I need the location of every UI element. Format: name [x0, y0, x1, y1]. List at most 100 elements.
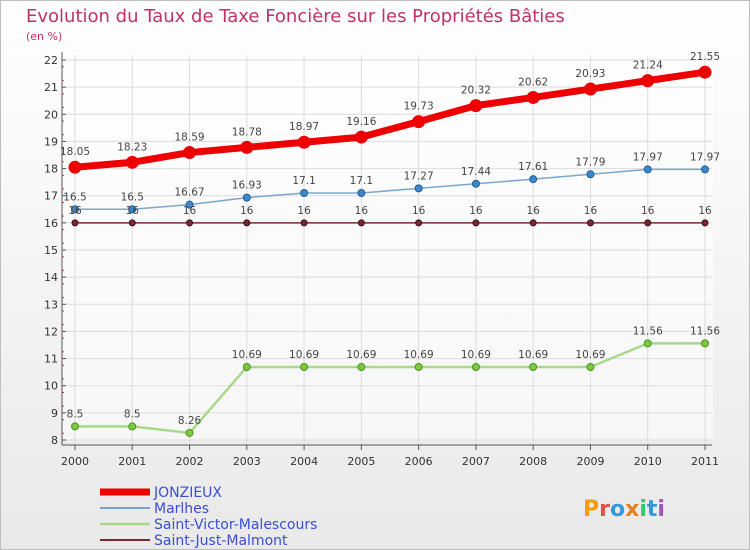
- series-line-jonzieux: [71, 68, 709, 171]
- data-label-marlhes: 17.27: [404, 170, 434, 182]
- data-label-jonzieux: 18.97: [289, 121, 319, 133]
- data-point-marlhes: [414, 184, 423, 193]
- y-tick-label: 9: [51, 407, 58, 420]
- y-tick-label: 15: [44, 244, 58, 257]
- data-point-marlhes: [300, 189, 309, 197]
- data-point-saint-victor-malescours: [529, 362, 538, 371]
- data-point-jonzieux: [469, 99, 483, 113]
- data-point-marlhes: [643, 165, 652, 174]
- data-label-saint-victor-malescours: 10.69: [289, 349, 319, 361]
- data-point-saint-just-malmont: [71, 219, 79, 227]
- legend-label-marlhes: Marlhes: [154, 501, 209, 517]
- data-label-marlhes: 16.5: [63, 191, 86, 203]
- data-point-saint-just-malmont: [415, 219, 423, 227]
- data-label-saint-victor-malescours: 8.26: [178, 415, 202, 427]
- data-point-saint-just-malmont: [644, 219, 652, 227]
- proxiti-logo: Proxiti: [583, 497, 665, 522]
- data-point-saint-victor-malescours: [185, 428, 194, 437]
- data-label-jonzieux: 18.78: [232, 126, 262, 138]
- y-tick-label: 13: [44, 298, 58, 311]
- data-label-jonzieux: 21.24: [633, 60, 663, 72]
- data-point-saint-victor-malescours: [586, 362, 595, 371]
- legend-label-saint-victor-malescours: Saint-Victor-Malescours: [154, 517, 317, 533]
- x-tick-label: 2004: [290, 455, 318, 468]
- logo-letter: i: [639, 497, 647, 522]
- data-label-saint-just-malmont: 16: [297, 205, 311, 217]
- data-point-jonzieux: [68, 160, 82, 174]
- data-label-saint-victor-malescours: 10.69: [575, 349, 605, 361]
- data-point-marlhes: [242, 193, 251, 202]
- data-point-jonzieux: [354, 130, 368, 144]
- data-label-saint-victor-malescours: 10.69: [518, 349, 548, 361]
- data-label-saint-victor-malescours: 11.56: [633, 325, 663, 337]
- data-label-jonzieux: 20.32: [461, 85, 491, 97]
- data-point-saint-victor-malescours: [71, 422, 79, 431]
- y-tick-label: 10: [44, 380, 58, 393]
- y-tick-label: 18: [44, 163, 58, 176]
- data-point-saint-just-malmont: [243, 219, 251, 227]
- data-label-marlhes: 16.67: [175, 187, 205, 199]
- y-tick-label: 16: [44, 217, 58, 230]
- data-point-saint-victor-malescours: [357, 362, 366, 371]
- data-label-jonzieux: 19.73: [404, 101, 434, 113]
- data-label-marlhes: 17.61: [518, 161, 548, 173]
- data-point-saint-just-malmont: [128, 219, 136, 227]
- logo-letter: o: [610, 497, 625, 522]
- data-point-saint-victor-malescours: [300, 362, 309, 371]
- data-label-jonzieux: 21.55: [690, 51, 720, 63]
- data-point-saint-just-malmont: [186, 219, 194, 227]
- data-point-jonzieux: [297, 135, 311, 149]
- data-point-saint-victor-malescours: [414, 362, 423, 371]
- data-label-marlhes: 17.44: [461, 166, 491, 178]
- data-point-jonzieux: [641, 74, 655, 88]
- x-tick-label: 2002: [176, 455, 204, 468]
- data-point-jonzieux: [125, 155, 139, 169]
- data-point-jonzieux: [240, 140, 254, 154]
- data-label-jonzieux: 19.16: [346, 116, 376, 128]
- x-tick-label: 2011: [691, 455, 719, 468]
- y-tick-label: 12: [44, 325, 58, 338]
- legend-label-jonzieux: JONZIEUX: [153, 485, 222, 501]
- x-tick-label: 2010: [634, 455, 662, 468]
- x-tick-label: 2009: [576, 455, 604, 468]
- grid-layer: [62, 55, 713, 445]
- x-tick-label: 2006: [405, 455, 433, 468]
- y-tick-label: 20: [44, 108, 58, 121]
- data-point-marlhes: [529, 175, 538, 184]
- data-label-marlhes: 17.97: [633, 151, 663, 163]
- x-tick-label: 2000: [61, 455, 89, 468]
- data-point-saint-victor-malescours: [643, 339, 652, 348]
- data-label-jonzieux: 20.62: [518, 76, 548, 88]
- logo-letter: P: [583, 497, 599, 522]
- data-point-marlhes: [357, 189, 366, 197]
- data-point-saint-just-malmont: [529, 219, 537, 227]
- data-point-marlhes: [586, 170, 595, 179]
- data-point-jonzieux: [583, 82, 597, 96]
- y-tick-label: 21: [44, 81, 58, 94]
- data-point-saint-victor-malescours: [471, 362, 480, 371]
- data-label-saint-victor-malescours: 8.5: [124, 408, 141, 420]
- data-point-marlhes: [701, 165, 709, 174]
- data-point-saint-just-malmont: [472, 219, 480, 227]
- data-label-saint-just-malmont: 16: [412, 205, 426, 217]
- data-point-saint-just-malmont: [586, 219, 594, 227]
- data-label-saint-victor-malescours: 10.69: [232, 349, 262, 361]
- data-labels-layer: 18.05 18.23 18.59 18.78 18.97 19.16 19.73 20.32…: [60, 51, 720, 427]
- y-tick-label: 8: [51, 434, 58, 447]
- data-point-marlhes: [71, 205, 79, 214]
- y-tick-label: 17: [44, 190, 58, 203]
- data-label-saint-victor-malescours: 10.69: [404, 349, 434, 361]
- logo-text: Proxiti: [583, 497, 665, 522]
- x-tick-label: 2003: [233, 455, 261, 468]
- data-label-saint-just-malmont: 16: [355, 205, 369, 217]
- y-tick-label: 19: [44, 135, 58, 148]
- data-point-jonzieux: [526, 90, 540, 104]
- data-point-saint-victor-malescours: [701, 339, 709, 348]
- data-label-saint-just-malmont: 16: [584, 205, 598, 217]
- data-label-jonzieux: 18.59: [175, 132, 205, 144]
- logo-letter: t: [647, 497, 658, 522]
- data-label-saint-just-malmont: 16: [469, 205, 483, 217]
- series-layer: [68, 65, 712, 437]
